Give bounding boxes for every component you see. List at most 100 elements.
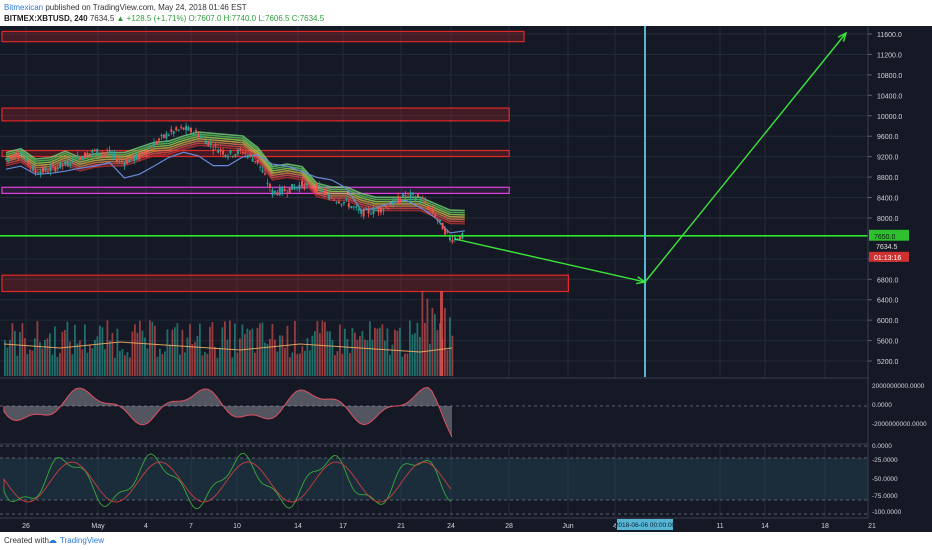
candle-body <box>360 209 363 214</box>
volume-bar <box>394 329 396 376</box>
volume-bar <box>379 327 381 376</box>
time-tick-label: 10 <box>233 523 241 530</box>
volume-bar <box>79 340 81 376</box>
volume-bar <box>139 320 141 376</box>
candle-body <box>328 193 331 200</box>
volume-bar <box>349 352 351 376</box>
candle-body <box>133 157 136 161</box>
candle-body <box>384 206 387 208</box>
candle-body <box>421 198 424 200</box>
volume-bar <box>106 320 109 376</box>
volume-bar <box>356 339 359 376</box>
volume-bar <box>206 353 209 376</box>
candle-body <box>187 127 190 131</box>
volume-bar <box>424 322 426 376</box>
candle-body <box>162 134 165 138</box>
candle-body <box>266 183 269 185</box>
volume-bar <box>259 323 261 376</box>
volume-bar <box>384 340 386 376</box>
volume-bar <box>96 336 99 376</box>
volume-bar <box>119 350 121 376</box>
candle-body <box>204 140 207 145</box>
candle-body <box>194 130 197 132</box>
time-tick-label: 17 <box>339 523 347 530</box>
volume-bar <box>301 346 304 376</box>
candle-body <box>199 135 202 138</box>
tradingview-brand[interactable]: TradingView <box>60 536 105 545</box>
candle-body <box>404 194 407 196</box>
candle-body <box>111 153 114 156</box>
candle-body <box>37 173 40 175</box>
candle-body <box>291 184 294 190</box>
volume-bar <box>366 340 369 376</box>
volume-bar <box>136 332 139 376</box>
volume-bar <box>19 332 21 376</box>
candle-body <box>103 152 106 154</box>
volume-bar <box>344 328 346 376</box>
volume-bar <box>324 321 326 376</box>
candle-body <box>212 149 215 151</box>
indicator-1 <box>0 377 868 443</box>
vertical-marker-date: 2018-06-06 00:00:00 <box>615 522 676 529</box>
candle-body <box>397 196 400 204</box>
tradingview-logo-icon: ☁ <box>48 535 57 545</box>
volume-bar <box>266 344 269 376</box>
volume-bar <box>296 353 299 376</box>
header: Bitmexican published on TradingView.com,… <box>0 0 932 26</box>
candle-body <box>249 154 252 156</box>
candle-body <box>424 200 427 204</box>
ohlc-values: O:7607.0 H:7740.0 L:7606.5 C:7634.5 <box>188 14 325 23</box>
volume-bar <box>159 348 161 376</box>
candle-body <box>113 152 116 157</box>
time-tick-label: 14 <box>761 523 769 530</box>
volume-bar <box>74 324 76 376</box>
candle-body <box>46 171 49 173</box>
volume-bar <box>359 336 361 376</box>
candle-body <box>192 133 195 136</box>
author-link[interactable]: Bitmexican <box>4 3 44 12</box>
volume-bar <box>426 298 429 376</box>
volume-bar <box>166 329 169 376</box>
candle-body <box>175 127 178 131</box>
price-tick-label: 8400.0 <box>877 196 899 203</box>
candle-body <box>377 207 380 213</box>
volume-bar <box>389 354 391 376</box>
candle-body <box>370 213 373 215</box>
volume-bar <box>401 356 404 376</box>
candle-body <box>256 159 259 164</box>
volume-bar <box>81 349 84 376</box>
candle-body <box>293 186 296 190</box>
candle-body <box>224 154 227 157</box>
candle-body <box>42 166 44 173</box>
price-tick-label: 9600.0 <box>877 134 899 141</box>
candle-body <box>138 153 141 160</box>
volume-bar <box>39 342 41 376</box>
volume-bar <box>179 354 181 376</box>
candle-body <box>350 206 353 209</box>
price-tick-label: 10400.0 <box>877 93 902 100</box>
indicator-1-bg <box>0 378 868 443</box>
candle-body <box>305 183 308 186</box>
candle-body <box>264 173 266 175</box>
candle-body <box>429 207 432 210</box>
candle-body <box>340 203 343 205</box>
volume-bar <box>146 348 149 376</box>
candle-body <box>335 201 338 203</box>
indicator-1-tick: 0.0000 <box>872 402 892 409</box>
price-tick-label: 10800.0 <box>877 73 902 80</box>
volume-bar <box>219 347 221 376</box>
volume-bar <box>399 327 401 376</box>
candle-body <box>458 236 461 241</box>
volume-bar <box>11 323 14 376</box>
candle-body <box>153 141 155 147</box>
volume-bar <box>304 350 306 376</box>
candle-body <box>74 161 77 163</box>
volume-bar <box>264 342 266 376</box>
volume-bar <box>446 349 449 376</box>
volume-bar <box>321 320 324 376</box>
indicator-1-area <box>4 387 452 437</box>
candle-body <box>444 228 447 235</box>
volume-bar <box>194 342 196 376</box>
candle-body <box>296 186 299 189</box>
indicator-2-tick: 0.0000 <box>872 443 892 450</box>
